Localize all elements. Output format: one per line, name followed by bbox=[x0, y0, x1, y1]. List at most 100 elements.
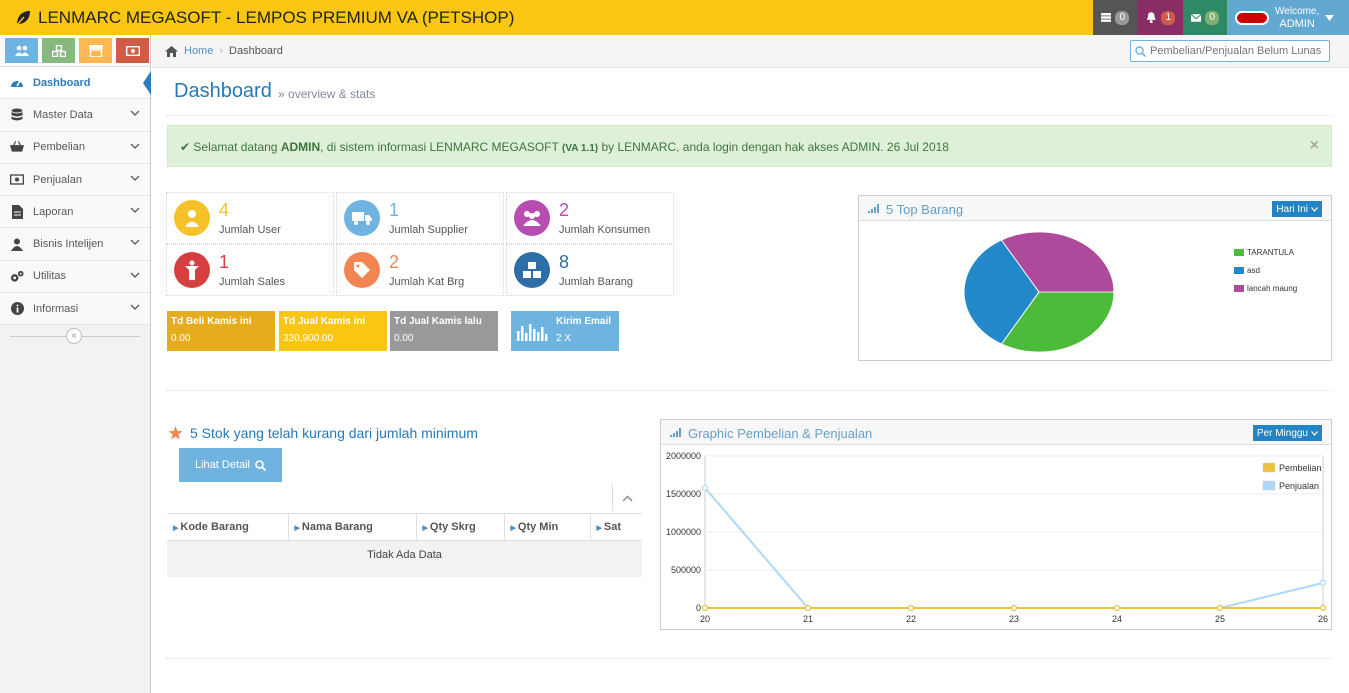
column-header[interactable]: ▶ Nama Barang bbox=[288, 513, 417, 541]
user-icon bbox=[10, 237, 24, 251]
chevron-up-icon bbox=[621, 494, 633, 502]
x-tick-label: 24 bbox=[1112, 614, 1122, 624]
breadcrumb: Home › Dashboard bbox=[165, 45, 283, 57]
collapse-table-button[interactable] bbox=[612, 485, 641, 511]
stat-title: Td Beli Kamis ini bbox=[171, 316, 252, 327]
stat-title: Td Jual Kamis ini bbox=[283, 316, 366, 327]
y-tick-label: 0 bbox=[696, 603, 701, 613]
sidebar-item-label: Laporan bbox=[33, 205, 74, 218]
data-point-pembelian bbox=[1216, 604, 1224, 612]
period-dropdown[interactable]: Hari Ini bbox=[1272, 201, 1322, 217]
search-input[interactable] bbox=[1150, 45, 1325, 57]
shortcut-cubes-button[interactable] bbox=[42, 38, 75, 63]
page-header: Dashboard » overview & stats bbox=[166, 70, 1332, 116]
column-header-label: Qty Min bbox=[517, 521, 559, 533]
table-row: Tidak Ada Data bbox=[167, 540, 642, 577]
breadcrumb-separator: › bbox=[219, 45, 224, 57]
x-tick-label: 25 bbox=[1215, 614, 1225, 624]
sidebar-item-master-data[interactable]: Master Data bbox=[0, 99, 150, 132]
chevron-down-icon bbox=[130, 143, 140, 149]
data-point-pembelian bbox=[804, 604, 812, 612]
data-point-pembelian bbox=[1010, 604, 1018, 612]
data-point-pembelian bbox=[701, 604, 709, 612]
user-menu-button[interactable]: Welcome, ADMIN bbox=[1227, 0, 1349, 35]
bar-chart-icon bbox=[517, 324, 548, 341]
widget-title: Graphic Pembelian & Penjualan bbox=[688, 426, 873, 441]
file-icon bbox=[10, 204, 24, 219]
legend-label: Pembelian bbox=[1279, 463, 1322, 473]
stat-kirim-email: Kirim Email 2 X bbox=[511, 311, 619, 351]
lihat-detail-button[interactable]: Lihat Detail bbox=[179, 448, 282, 482]
sidebar-item-dashboard[interactable]: Dashboard bbox=[0, 67, 151, 100]
infobox-jumlah-konsumen: 2 Jumlah Konsumen bbox=[506, 192, 674, 244]
infobox-value: 8 bbox=[559, 252, 570, 272]
data-point-pembelian bbox=[907, 604, 915, 612]
stat-title: Td Jual Kamis lalu bbox=[394, 316, 482, 327]
chevron-down-icon bbox=[1311, 206, 1318, 212]
search-icon bbox=[1135, 45, 1146, 57]
infobox-jumlah-supplier: 1 Jumlah Supplier bbox=[336, 192, 504, 244]
sidebar-item-penjualan[interactable]: Penjualan bbox=[0, 163, 150, 197]
chevron-down-icon bbox=[130, 272, 140, 278]
caret-down-icon bbox=[1325, 14, 1335, 21]
infobox-value: 4 bbox=[219, 200, 230, 220]
infobox-label: Jumlah Sales bbox=[219, 276, 286, 288]
sales-person-icon bbox=[174, 252, 210, 288]
messages-button[interactable]: 0 bbox=[1183, 0, 1227, 35]
legend-swatch bbox=[1262, 480, 1276, 491]
brand[interactable]: LENMARC MEGASOFT - LEMPOS PREMIUM VA (PE… bbox=[14, 0, 514, 35]
money-icon bbox=[125, 45, 140, 56]
chevron-down-icon bbox=[130, 207, 140, 214]
shop-icon bbox=[88, 44, 103, 57]
column-header[interactable]: ▶ Qty Min bbox=[504, 513, 591, 541]
column-header[interactable]: ▶ Sat bbox=[590, 513, 642, 541]
notifications-button[interactable]: 1 bbox=[1137, 0, 1183, 35]
shortcut-money-button[interactable] bbox=[116, 38, 149, 63]
shortcut-shop-button[interactable] bbox=[79, 38, 112, 63]
sort-icon: ▶ bbox=[422, 525, 428, 532]
sidebar-item-utilitas[interactable]: Utilitas bbox=[0, 260, 150, 294]
legend-item: asd bbox=[1234, 266, 1260, 275]
sidebar-item-pembelian[interactable]: Pembelian bbox=[0, 131, 150, 164]
notifications-badge: 1 bbox=[1161, 10, 1175, 25]
legend-label: lancah maung bbox=[1247, 284, 1298, 293]
divider bbox=[166, 390, 1332, 391]
divider bbox=[166, 658, 1332, 659]
stat-td-jual-kamis-lalu: Td Jual Kamis lalu 0.00 bbox=[390, 311, 498, 351]
page-subtitle-text: overview & stats bbox=[288, 87, 376, 101]
column-header[interactable]: ▶ Qty Skrg bbox=[416, 513, 505, 541]
x-tick-label: 20 bbox=[700, 614, 710, 624]
infobox-value: 1 bbox=[219, 252, 230, 272]
shortcut-users-button[interactable] bbox=[5, 38, 38, 63]
pie-slice-tarantula bbox=[1000, 291, 1115, 353]
close-alert-button[interactable]: × bbox=[1309, 137, 1319, 154]
users-icon bbox=[514, 200, 550, 236]
cubes-icon bbox=[514, 252, 550, 288]
sidebar-item-bisnis-intelijen[interactable]: Bisnis Intelijen bbox=[0, 228, 150, 261]
sidebar-item-laporan[interactable]: Laporan bbox=[0, 196, 150, 229]
legend-label: asd bbox=[1247, 266, 1260, 275]
column-header[interactable]: ▶ Kode Barang bbox=[167, 513, 289, 541]
infobox-jumlah-kat-brg: 2 Jumlah Kat Brg bbox=[336, 244, 504, 296]
sidebar-shortcuts bbox=[0, 35, 150, 67]
tachometer-icon bbox=[10, 76, 24, 90]
pie-slice-asd bbox=[963, 239, 1040, 345]
sidebar-item-informasi[interactable]: Informasi bbox=[0, 293, 150, 326]
sidebar-collapse: « bbox=[0, 325, 150, 347]
stat-td-jual-kamis-ini: Td Jual Kamis ini 330,900.00 bbox=[279, 311, 387, 351]
sidebar-item-label: Master Data bbox=[33, 108, 93, 121]
period-dropdown[interactable]: Per Minggu bbox=[1252, 425, 1322, 441]
home-icon bbox=[165, 45, 178, 57]
breadcrumb-home-link[interactable]: Home bbox=[184, 45, 214, 57]
y-tick-label: 2000000 bbox=[666, 451, 701, 461]
sidebar-item-label: Pembelian bbox=[33, 141, 85, 154]
cubes-icon bbox=[51, 44, 66, 57]
period-dropdown-label: Hari Ini bbox=[1276, 203, 1308, 215]
truck-icon bbox=[344, 200, 380, 236]
column-header-label: Kode Barang bbox=[180, 521, 249, 533]
pie-slice-lancah-maung bbox=[1000, 231, 1115, 293]
user-name: ADMIN bbox=[1279, 17, 1315, 30]
tasks-button[interactable]: 0 bbox=[1093, 0, 1137, 35]
collapse-sidebar-button[interactable]: « bbox=[66, 328, 82, 345]
legend-label: TARANTULA bbox=[1247, 248, 1294, 257]
